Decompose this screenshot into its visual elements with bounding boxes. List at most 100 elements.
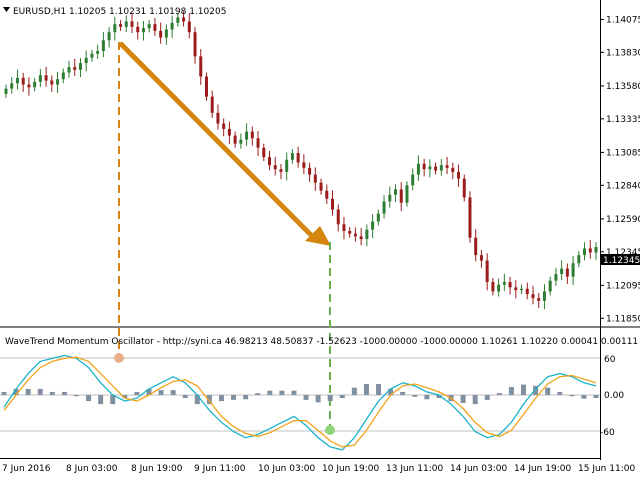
histogram-bar — [412, 395, 418, 397]
histogram-bar — [303, 395, 309, 400]
candle-body — [405, 185, 409, 203]
price-axis: 1.14075 1.13830 1.13580 1.13335 1.13085 1.128… — [600, 15, 640, 324]
histogram-bar — [194, 395, 200, 405]
time-label: 8 Jun 19:00 — [131, 464, 183, 474]
candle-body — [199, 56, 203, 77]
oscillator-header: WaveTrend Momentum Oscillator - http://s… — [5, 337, 640, 347]
candle-body — [502, 282, 506, 285]
trend-arrow — [118, 41, 331, 246]
histogram-bar — [86, 395, 92, 402]
candle-body — [382, 201, 386, 214]
histogram-bar — [400, 391, 406, 395]
candle-body — [508, 282, 512, 288]
candle-body — [153, 24, 157, 31]
candle-body — [107, 32, 111, 41]
last-price-label: 1.12345 — [603, 256, 640, 266]
bottom-signal-dot — [325, 425, 335, 435]
candle-body — [353, 233, 357, 237]
candle-body — [182, 17, 186, 22]
histogram-bar — [545, 387, 551, 395]
candle-body — [78, 63, 82, 70]
time-label: 7 Jun 2016 — [2, 464, 51, 474]
candle-body — [336, 209, 340, 225]
osc-label-minus-60: -60 — [600, 428, 615, 438]
candle-body — [571, 263, 575, 277]
candle-body — [67, 67, 71, 73]
candle-body — [239, 139, 243, 144]
candle-body — [10, 83, 14, 89]
histogram-bar — [170, 390, 176, 395]
candle-body — [285, 159, 289, 172]
histogram-bar — [73, 395, 79, 397]
candle-body — [159, 30, 163, 38]
histogram-bar — [376, 384, 382, 395]
candle-body — [38, 75, 42, 82]
price-tick-label: 1.11850 — [606, 314, 640, 324]
candle-body — [411, 174, 415, 186]
candle-body — [170, 22, 174, 30]
histogram-bar — [569, 395, 575, 397]
histogram-bar — [496, 393, 502, 395]
histogram-bar — [218, 395, 224, 402]
candle-body — [468, 197, 472, 238]
histogram-bar — [267, 390, 273, 395]
candle-body — [554, 273, 558, 281]
candle-body — [416, 163, 420, 175]
candle-body — [56, 79, 60, 85]
candle-body — [256, 138, 260, 148]
candle-body — [428, 166, 432, 170]
candle-body — [119, 24, 123, 27]
histogram-bar — [122, 395, 128, 399]
candle-body — [296, 153, 300, 163]
main-panel: 1.14075 1.13830 1.13580 1.13335 1.13085 1.128… — [0, 0, 640, 460]
candle-body — [279, 169, 283, 172]
candle-body — [542, 291, 546, 301]
candle-body — [514, 287, 518, 291]
candle-body — [90, 53, 94, 58]
candle-body — [187, 21, 191, 33]
histogram-bar — [146, 388, 152, 395]
trend-arrow-shaft — [118, 41, 314, 238]
candle-body — [101, 40, 105, 52]
candle-body — [531, 294, 535, 299]
last-price-box — [601, 254, 640, 265]
oscillator-histogram — [1, 384, 599, 405]
candle-body — [548, 280, 552, 292]
wt1-line — [3, 354, 597, 451]
time-label: 13 Jun 11:00 — [386, 464, 443, 474]
candle-body — [520, 288, 524, 291]
histogram-bar — [134, 391, 140, 395]
time-label: 10 Jun 03:00 — [258, 464, 315, 474]
histogram-bar — [315, 395, 321, 403]
histogram-bar — [206, 395, 212, 405]
price-tick-label: 1.14075 — [606, 15, 640, 25]
price-tick-label: 1.12345 — [606, 248, 640, 258]
time-label: 9 Jun 11:00 — [194, 464, 246, 474]
candle-body — [474, 237, 478, 256]
oscillator-panel: WaveTrend Momentum Oscillator - http://s… — [0, 337, 640, 459]
candle-body — [399, 189, 403, 203]
candle-body — [331, 198, 335, 210]
histogram-bar — [339, 395, 345, 399]
price-tick-label: 1.12840 — [606, 181, 640, 191]
histogram-bar — [351, 387, 357, 395]
candle-body — [27, 84, 31, 88]
candle-body — [560, 268, 564, 274]
time-label: 10 Jun 19:00 — [322, 464, 379, 474]
time-label: 14 Jun 03:00 — [450, 464, 507, 474]
candle-body — [497, 284, 501, 292]
candle-body — [422, 163, 426, 170]
candle-body — [583, 248, 587, 256]
candle-body — [394, 189, 398, 195]
header-triangle-icon[interactable] — [3, 7, 10, 12]
candle-body — [565, 268, 569, 277]
histogram-bar — [13, 388, 19, 395]
histogram-bar — [581, 395, 587, 399]
candle-body — [73, 67, 77, 70]
candle-body — [84, 57, 88, 64]
osc-label-0: 0.00 — [604, 391, 624, 401]
histogram-bar — [279, 390, 285, 395]
histogram-bar — [37, 388, 43, 395]
histogram-bar — [533, 385, 539, 395]
